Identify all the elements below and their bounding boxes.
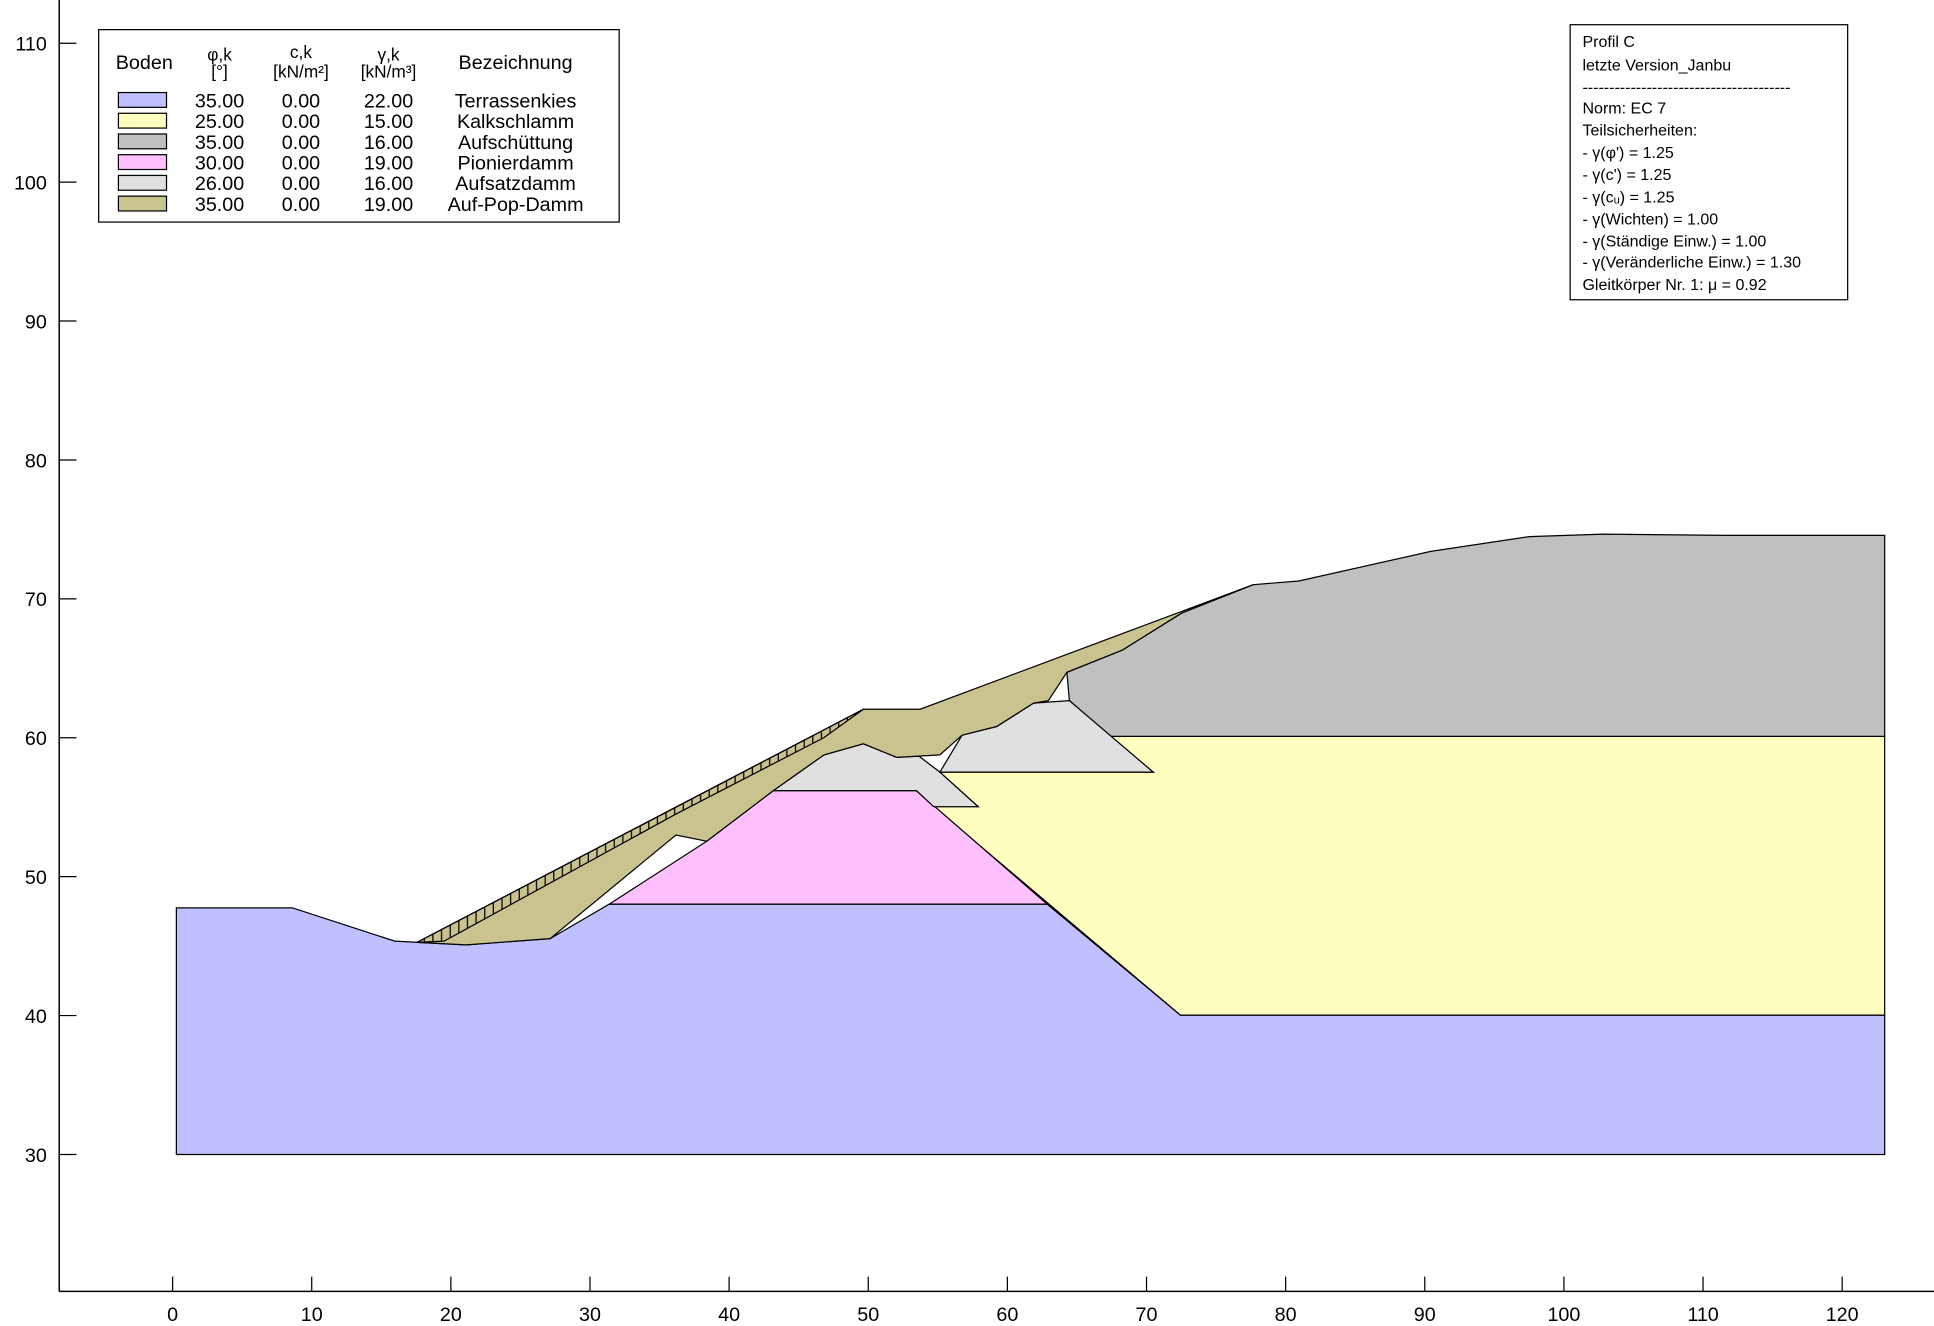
info-line: - γ(Wichten) = 1.00 <box>1582 211 1718 229</box>
legend-c: 0.00 <box>282 90 320 112</box>
legend-swatch <box>117 154 168 171</box>
info-line: - γ(φ') = 1.25 <box>1582 144 1673 162</box>
x-tick-label: 50 <box>857 1304 879 1326</box>
legend-name: Aufsatzdamm <box>455 173 576 195</box>
y-tick-label: 30 <box>25 1145 47 1167</box>
x-tick-label: 20 <box>440 1304 462 1326</box>
legend-header: Bezeichnung <box>459 52 573 74</box>
legend-name: Aufschüttung <box>458 132 573 154</box>
legend-gamma: 16.00 <box>364 173 413 195</box>
legend-gamma: 15.00 <box>364 111 413 133</box>
legend-swatch <box>117 195 168 212</box>
info-line: letzte Version_Janbu <box>1582 56 1731 74</box>
x-tick-label: 70 <box>1136 1304 1158 1326</box>
y-tick-label: 50 <box>25 867 47 889</box>
info-line: - γ(cᵤ) = 1.25 <box>1582 188 1674 206</box>
legend-swatch <box>117 174 168 191</box>
y-tick-label: 60 <box>25 728 47 750</box>
layer-auf-pop-damm <box>414 584 1254 946</box>
legend-swatch <box>117 112 168 129</box>
info-line: Teilsicherheiten: <box>1582 122 1697 140</box>
legend-c: 0.00 <box>282 153 320 175</box>
layer-aufschuettung <box>1066 533 1886 738</box>
axes: 0 10 20 30 40 50 60 70 80 90 100 110 120 30 40 50 60 70 80… <box>14 0 1934 1326</box>
info-line: - γ(c') = 1.25 <box>1582 166 1671 184</box>
y-tick-label: 70 <box>25 589 47 611</box>
y-tick-label: 80 <box>25 450 47 472</box>
legend-name: Terrassenkies <box>455 90 577 112</box>
y-tick-label: 110 <box>15 34 46 56</box>
x-tick-label: 90 <box>1414 1304 1436 1326</box>
legend-box <box>98 29 620 223</box>
legend-phi: 30.00 <box>195 153 244 175</box>
x-tick-label: 30 <box>579 1304 601 1326</box>
legend-header: φ,k <box>207 44 232 64</box>
x-tick-label: 10 <box>301 1304 323 1326</box>
info-line: Gleitkörper Nr. 1: μ = 0.92 <box>1582 276 1766 294</box>
x-tick-label: 120 <box>1826 1304 1859 1326</box>
legend-name: Pionierdamm <box>457 153 573 175</box>
legend-c: 0.00 <box>282 194 320 216</box>
y-tick-label: 90 <box>25 311 47 333</box>
legend-name: Auf-Pop-Damm <box>448 194 584 216</box>
legend-gamma: 19.00 <box>364 194 413 216</box>
legend-header: Boden <box>116 52 173 74</box>
y-tick-label: 40 <box>25 1006 47 1028</box>
legend-header: [kN/m²] <box>273 62 329 82</box>
x-tick-label: 60 <box>996 1304 1018 1326</box>
info-box: Profil C letzte Version_Janbu ------------… <box>1569 24 1849 301</box>
legend-header: c,k <box>290 42 312 62</box>
info-line: --------------------------------------- <box>1582 79 1790 97</box>
legend: Boden φ,k [°] c,k [kN/m²] γ,k [kN/m³] Be… <box>98 29 620 223</box>
legend-phi: 25.00 <box>195 111 244 133</box>
legend-name: Kalkschlamm <box>457 111 574 133</box>
y-tick-label: 100 <box>14 173 47 195</box>
x-tick-label: 80 <box>1275 1304 1297 1326</box>
info-line: Norm: EC 7 <box>1582 100 1666 118</box>
legend-header: γ,k <box>378 44 400 64</box>
info-box-frame <box>1569 24 1849 301</box>
legend-c: 0.00 <box>282 173 320 195</box>
legend-swatch <box>117 133 168 150</box>
legend-c: 0.00 <box>282 111 320 133</box>
legend-phi: 35.00 <box>195 132 244 154</box>
legend-c: 0.00 <box>282 132 320 154</box>
x-tick-label: 40 <box>718 1304 740 1326</box>
legend-swatch <box>117 91 168 108</box>
legend-header: [°] <box>211 62 227 82</box>
info-line: - γ(Ständige Einw.) = 1.00 <box>1582 233 1766 251</box>
slip-body-hatch <box>416 708 864 943</box>
x-tick-label: 100 <box>1547 1304 1580 1326</box>
soil-layers <box>175 533 1886 1156</box>
legend-phi: 35.00 <box>195 194 244 216</box>
legend-phi: 35.00 <box>195 90 244 112</box>
x-tick-label: 0 <box>167 1304 178 1326</box>
legend-gamma: 19.00 <box>364 153 413 175</box>
legend-phi: 26.00 <box>195 173 244 195</box>
legend-gamma: 22.00 <box>364 90 413 112</box>
x-tick-label: 110 <box>1687 1304 1718 1326</box>
info-line: Profil C <box>1582 33 1635 51</box>
legend-header: [kN/m³] <box>361 62 417 82</box>
info-line: - γ(Veränderliche Einw.) = 1.30 <box>1582 254 1801 272</box>
legend-gamma: 16.00 <box>364 132 413 154</box>
